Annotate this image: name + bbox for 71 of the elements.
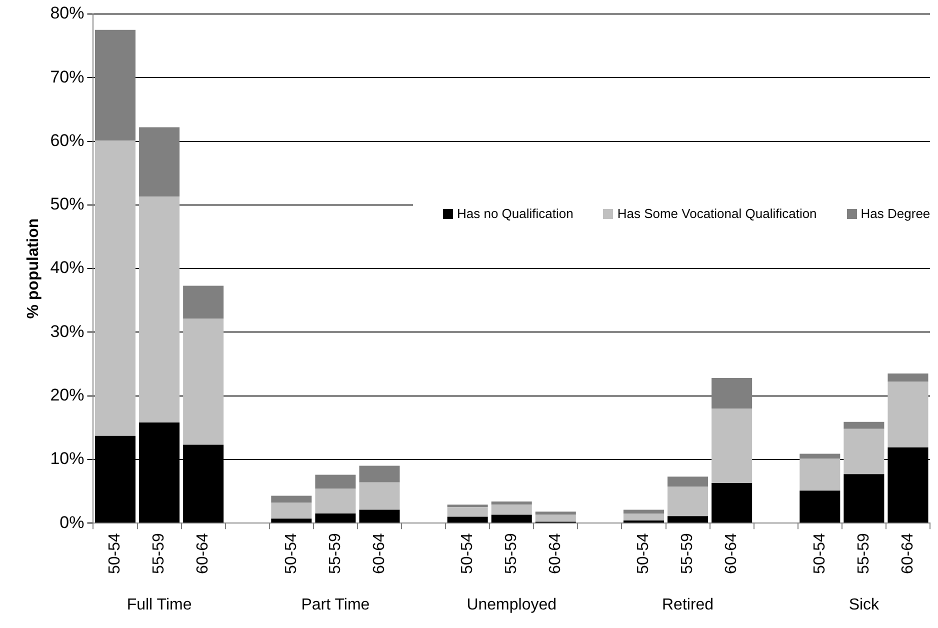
bar — [94, 140, 136, 436]
bar — [844, 474, 884, 523]
y-tick-label: 0% — [60, 512, 84, 532]
bar — [447, 504, 488, 508]
x-tick-label: 60-64 — [547, 532, 564, 574]
bar — [844, 422, 884, 429]
bar — [535, 512, 576, 515]
bar — [888, 382, 928, 448]
bar — [491, 514, 532, 523]
legend-label: Has no Qualification — [457, 206, 574, 222]
legend-label: Has Some Vocational Qualification — [617, 206, 817, 222]
bar — [712, 378, 752, 409]
x-tick-label: 55-59 — [503, 532, 520, 574]
y-tick-label: 80% — [50, 4, 84, 23]
x-tick-label: 60-64 — [723, 532, 740, 574]
x-tick-label: 50-54 — [635, 532, 652, 574]
y-tick-label: 70% — [50, 67, 84, 86]
x-tick-label: 50-54 — [811, 532, 828, 574]
bar — [271, 502, 312, 519]
bar — [888, 374, 928, 382]
x-tick-label: 55-59 — [150, 532, 168, 574]
bar — [844, 428, 884, 474]
y-tick-label: 10% — [50, 449, 84, 468]
x-tick-label: 55-59 — [326, 532, 344, 574]
bar — [271, 518, 312, 523]
text: Part Time — [301, 596, 370, 614]
y-tick-label: 20% — [50, 385, 84, 404]
bar — [315, 488, 356, 514]
bar — [359, 482, 400, 510]
bar — [491, 504, 532, 515]
bar — [359, 466, 400, 482]
text: Unemployed — [466, 596, 557, 614]
bar — [668, 486, 708, 516]
text: Retired — [662, 596, 714, 614]
bar — [315, 474, 356, 489]
bar — [271, 496, 312, 503]
bar — [447, 516, 488, 523]
y-tick-label: 30% — [50, 322, 84, 341]
bar — [712, 408, 752, 483]
bar — [800, 458, 840, 491]
legend-label: Has Degree — [860, 206, 930, 222]
bar — [800, 490, 840, 523]
x-tick-label: 50-54 — [282, 532, 300, 574]
bar — [623, 510, 664, 514]
y-tick-label: 50% — [50, 194, 84, 214]
x-tick-label: 55-59 — [855, 532, 872, 574]
bar — [668, 516, 708, 523]
text: Sick — [848, 596, 880, 614]
bar — [623, 514, 664, 521]
x-tick-label: 50-54 — [106, 532, 124, 574]
bar — [139, 127, 180, 197]
bar — [712, 482, 752, 523]
y-tick-label: 40% — [50, 258, 84, 278]
bar — [183, 286, 224, 319]
bar — [315, 514, 356, 523]
bar — [535, 514, 576, 522]
bar — [447, 507, 488, 517]
x-tick-label: 60-64 — [370, 532, 388, 574]
bar — [491, 501, 532, 505]
bar — [800, 454, 840, 459]
y-axis-title: % population — [25, 218, 42, 319]
bar — [668, 476, 708, 487]
x-tick-label: 60-64 — [194, 532, 212, 574]
x-tick-label: 60-64 — [899, 532, 916, 574]
text: Full Time — [126, 596, 192, 614]
bar — [359, 510, 400, 523]
y-tick-label: 60% — [50, 130, 84, 150]
x-tick-label: 50-54 — [458, 532, 476, 574]
x-tick-label: 55-59 — [679, 532, 696, 574]
bar — [183, 318, 224, 445]
bar — [139, 196, 180, 423]
